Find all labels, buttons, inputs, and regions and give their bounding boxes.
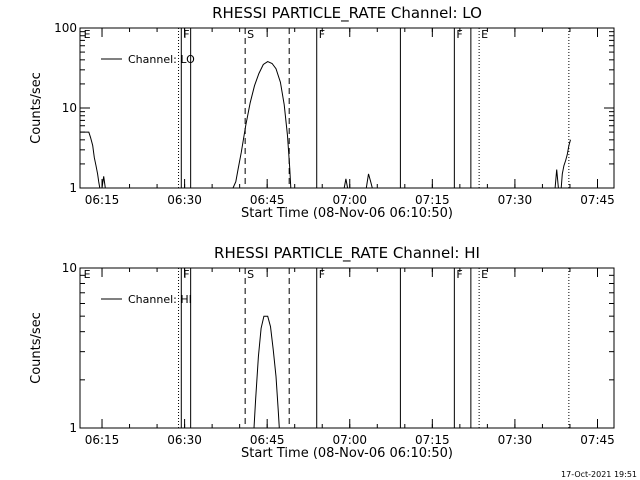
x-axis-label: Start Time (08-Nov-06 06:10:50): [241, 206, 453, 221]
data-line-segment: [232, 61, 292, 189]
x-tick-label: 07:30: [498, 193, 533, 207]
x-tick-label: 07:45: [580, 433, 615, 447]
legend-label: Channel: LO: [128, 53, 195, 66]
data-line-segment: [253, 315, 280, 429]
panel-lo: RHESSI PARTICLE_RATE Channel: LO 06:15 06:…: [29, 4, 615, 221]
y-axis-label: Counts/sec: [29, 72, 44, 144]
event-marker-label: F: [319, 268, 325, 281]
x-tick-label: 06:45: [250, 433, 285, 447]
x-tick-label: 07:15: [415, 433, 450, 447]
x-tick-label: 06:30: [167, 433, 202, 447]
x-tick-label: 07:15: [415, 193, 450, 207]
event-marker-label: F: [183, 268, 189, 281]
x-axis-label: Start Time (08-Nov-06 06:10:50): [241, 446, 453, 461]
event-marker-label: F: [183, 28, 189, 41]
plot-frame: [79, 267, 615, 429]
event-marker-label: E: [84, 268, 91, 281]
y-tick-label: 10: [62, 261, 77, 275]
x-tick-label: 06:15: [85, 193, 120, 207]
y-tick-label: 10: [62, 101, 77, 115]
chart-title: RHESSI PARTICLE_RATE Channel: LO: [212, 4, 482, 23]
x-tick-label: 06:45: [250, 193, 285, 207]
x-tick-label: 07:00: [332, 193, 367, 207]
event-marker-label: F: [319, 28, 325, 41]
y-axis-label: Counts/sec: [29, 312, 44, 384]
data-line-segment: [343, 178, 349, 189]
x-tick-label: 06:15: [85, 433, 120, 447]
y-tick-label: 1: [69, 181, 77, 195]
data-line-segment: [101, 176, 106, 189]
data-line-segment: [365, 173, 373, 189]
data-line-segment: [80, 131, 101, 189]
data-line-segment: [560, 139, 571, 189]
event-marker-label: S: [247, 28, 254, 41]
event-marker-label: F: [456, 28, 462, 41]
event-marker-label: E: [84, 28, 91, 41]
chart-title: RHESSI PARTICLE_RATE Channel: HI: [214, 244, 480, 263]
plot-timestamp: 17-Oct-2021 19:51: [561, 470, 637, 479]
x-tick-label: 07:45: [580, 193, 615, 207]
x-tick-label: 06:30: [167, 193, 202, 207]
panel-hi: RHESSI PARTICLE_RATE Channel: HI 06:15 06:…: [29, 244, 615, 461]
y-tick-label: 1: [69, 421, 77, 435]
data-line-segment: [554, 169, 559, 189]
event-marker-label: S: [247, 268, 254, 281]
plot-frame: [79, 27, 615, 189]
event-marker-label: E: [481, 28, 488, 41]
y-tick-label: 100: [54, 21, 77, 35]
x-tick-label: 07:00: [332, 433, 367, 447]
event-marker-label: E: [481, 268, 488, 281]
event-marker-label: F: [456, 268, 462, 281]
legend-label: Channel: HI: [128, 293, 192, 306]
x-tick-label: 07:30: [498, 433, 533, 447]
